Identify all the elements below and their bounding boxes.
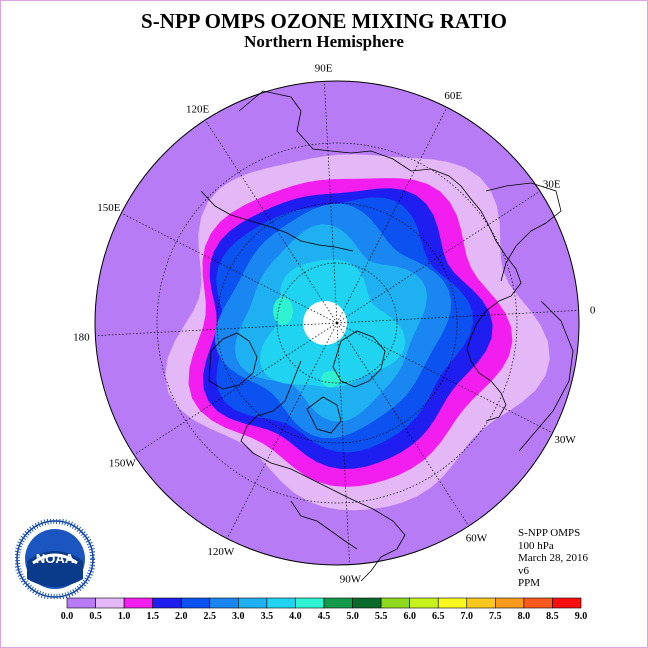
contour-band-4-0-west — [273, 297, 293, 325]
graticule — [95, 81, 579, 565]
lon-label-150e: 150E — [97, 202, 121, 214]
lon-label-120w: 120W — [207, 546, 235, 558]
coast-hudson — [306, 396, 342, 434]
coast-europe — [485, 182, 562, 282]
coast-central-america — [290, 500, 358, 550]
coastlines — [200, 90, 574, 582]
latitude-circle — [216, 202, 458, 444]
coast-greenland — [332, 330, 386, 388]
latitude-circle — [156, 142, 518, 504]
map-title: S-NPP OMPS OZONE MIXING RATIO — [141, 9, 507, 33]
coast-eurasia — [238, 90, 522, 422]
lon-label-30w: 30W — [554, 434, 576, 446]
info-version: v6 — [518, 564, 529, 577]
noaa-logo-icon: NOAA — [14, 518, 96, 600]
ozone-field — [95, 81, 579, 565]
coast-siberia — [200, 190, 354, 252]
contour-band-4-0-south — [321, 371, 341, 387]
lon-label-60e: 60E — [444, 90, 462, 102]
pole-missing-data — [303, 301, 347, 345]
longitude-labels: 90E 60E 30E 0 30W 60W 90W 120W 150W 180 150E 120E — [73, 62, 596, 585]
map-subtitle: Northern Hemisphere — [244, 32, 404, 51]
lon-label-180: 180 — [73, 331, 90, 343]
info-units: PPM — [518, 577, 541, 589]
lon-label-150w: 150W — [109, 457, 137, 469]
lon-label-120e: 120E — [186, 103, 210, 115]
lon-label-90w: 90W — [340, 574, 362, 586]
coast-africa — [518, 300, 574, 452]
coast-north-america — [240, 360, 406, 582]
lon-label-30e: 30E — [543, 179, 561, 191]
info-level: 100 hPa — [518, 539, 554, 552]
info-instrument: S-NPP OMPS — [518, 527, 581, 539]
lon-label-60w: 60W — [466, 533, 488, 545]
lon-label-0: 0 — [590, 305, 596, 317]
info-block: S-NPP OMPS 100 hPa March 28, 2016 v6 PPM — [518, 527, 588, 590]
map-rim — [94, 80, 580, 566]
info-date: March 28, 2016 — [518, 552, 588, 564]
lon-label-90e: 90E — [315, 62, 333, 74]
noaa-logo-text: NOAA — [36, 551, 75, 566]
coast-alaska — [208, 332, 258, 390]
latitude-circle — [276, 262, 398, 384]
